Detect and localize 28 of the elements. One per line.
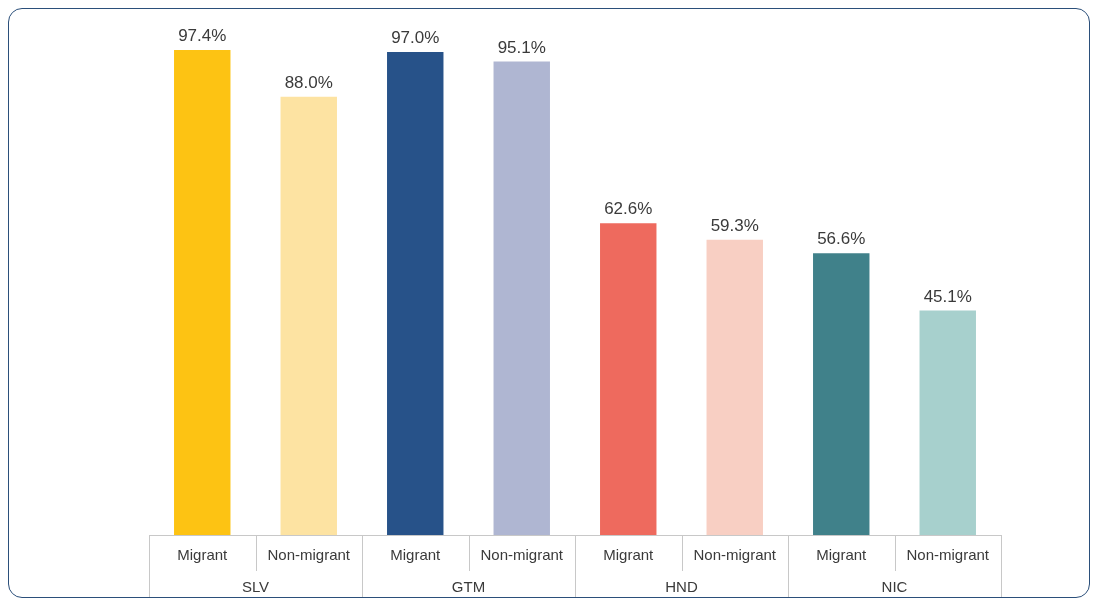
x-tick-label: Migrant: [177, 546, 229, 564]
data-label: 95.1%: [497, 37, 546, 57]
text: SLV: [241, 577, 270, 595]
bar: [600, 223, 657, 535]
data-label: 62.6%: [604, 199, 653, 219]
bar: [280, 96, 337, 535]
x-tick-label: Migrant: [390, 546, 442, 564]
x-tick-label: Migrant: [603, 546, 655, 564]
data-label: 88.0%: [284, 72, 333, 92]
text: GTM: [451, 577, 486, 595]
data-label: 97.0%: [391, 28, 440, 48]
text: HND: [665, 577, 698, 595]
data-label: 97.4%: [178, 26, 227, 46]
text: NIC: [881, 577, 908, 595]
bar: [919, 310, 976, 535]
data-label: 45.1%: [923, 286, 972, 306]
x-tick-label: Non-migrant: [906, 546, 990, 564]
bar: [174, 49, 231, 535]
bar: [706, 239, 763, 535]
bar: [493, 61, 550, 535]
data-label: 56.6%: [817, 229, 866, 249]
x-tick-label: Migrant: [816, 546, 868, 564]
bar: [813, 253, 870, 535]
data-label: 59.3%: [710, 215, 759, 235]
x-tick-label: Non-migrant: [693, 546, 777, 564]
x-tick-label: Non-migrant: [480, 546, 564, 564]
x-tick-label: Non-migrant: [267, 546, 351, 564]
bar: [387, 51, 444, 535]
